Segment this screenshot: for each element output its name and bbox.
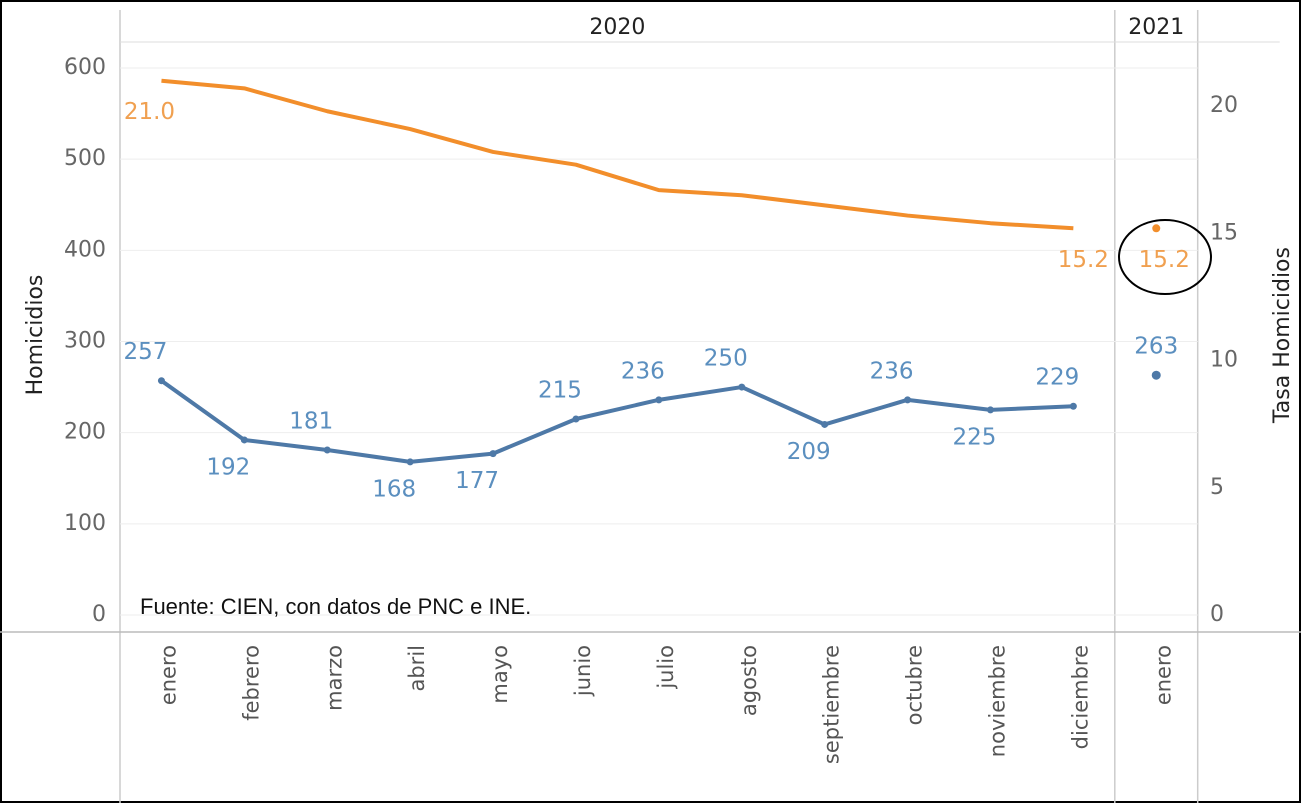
y-tick-label: 200 bbox=[64, 420, 106, 445]
data-label: 257 bbox=[123, 339, 167, 365]
data-label: 215 bbox=[538, 377, 582, 403]
x-tick-label: noviembre bbox=[985, 645, 1009, 757]
point bbox=[1151, 370, 1161, 380]
point bbox=[240, 436, 248, 444]
y2-tick-label: 0 bbox=[1210, 602, 1224, 627]
series-line bbox=[161, 78, 1074, 231]
y-tick-label: 600 bbox=[64, 55, 106, 80]
y-tick-label: 300 bbox=[64, 329, 106, 354]
y2-tick-label: 10 bbox=[1210, 348, 1238, 373]
x-tick-label: agosto bbox=[737, 645, 761, 716]
point bbox=[821, 420, 829, 428]
point bbox=[406, 458, 414, 466]
point bbox=[1069, 402, 1077, 410]
x-tick-label: junio bbox=[571, 645, 595, 697]
data-label: 21.0 bbox=[124, 99, 175, 125]
x-tick-label: septiembre bbox=[820, 645, 844, 764]
point bbox=[738, 383, 746, 391]
group-header: 2021 bbox=[1128, 15, 1184, 40]
point bbox=[489, 450, 497, 458]
data-label: 181 bbox=[289, 408, 333, 434]
x-tick-label: enero bbox=[156, 645, 180, 705]
x-tick-label: febrero bbox=[239, 645, 263, 721]
data-label: 168 bbox=[372, 476, 416, 502]
point bbox=[1152, 224, 1161, 233]
data-label: 250 bbox=[704, 346, 748, 372]
point bbox=[572, 415, 580, 423]
data-label: 225 bbox=[952, 424, 996, 450]
point bbox=[157, 377, 165, 385]
y-axis-title: Homicidios bbox=[23, 275, 48, 396]
series-line bbox=[160, 379, 1074, 464]
data-label: 229 bbox=[1035, 365, 1079, 391]
point bbox=[904, 396, 912, 404]
data-label: 15.2 bbox=[1058, 247, 1109, 273]
data-label: 15.2 bbox=[1139, 247, 1190, 273]
data-label: 236 bbox=[621, 358, 665, 384]
data-label: 209 bbox=[787, 439, 831, 465]
highlight-circle bbox=[1118, 219, 1212, 295]
point bbox=[323, 446, 331, 454]
y2-tick-label: 5 bbox=[1210, 475, 1224, 500]
data-label: 236 bbox=[870, 358, 914, 384]
x-tick-label: mayo bbox=[488, 645, 512, 704]
y2-tick-label: 20 bbox=[1210, 93, 1238, 118]
x-tick-label: octubre bbox=[903, 645, 927, 725]
data-label: 192 bbox=[206, 454, 250, 480]
x-tick-label: abril bbox=[405, 645, 429, 692]
x-tick-label: enero bbox=[1151, 645, 1175, 705]
x-tick-label: diciembre bbox=[1068, 645, 1092, 749]
point bbox=[986, 406, 994, 414]
data-label: 177 bbox=[455, 468, 499, 494]
annotation: Fuente: CIEN, con datos de PNC e INE. bbox=[140, 594, 531, 619]
y2-axis-title: Tasa Homicidios bbox=[1270, 247, 1295, 424]
group-header: 2020 bbox=[589, 15, 645, 40]
y2-tick-label: 15 bbox=[1210, 220, 1238, 245]
y-tick-label: 100 bbox=[64, 511, 106, 536]
y-tick-label: 0 bbox=[92, 602, 106, 627]
y-tick-label: 400 bbox=[64, 237, 106, 262]
point bbox=[655, 396, 663, 404]
data-label: 263 bbox=[1134, 334, 1178, 360]
x-tick-label: marzo bbox=[322, 645, 346, 711]
y-tick-label: 500 bbox=[64, 146, 106, 171]
x-tick-label: julio bbox=[654, 645, 678, 690]
